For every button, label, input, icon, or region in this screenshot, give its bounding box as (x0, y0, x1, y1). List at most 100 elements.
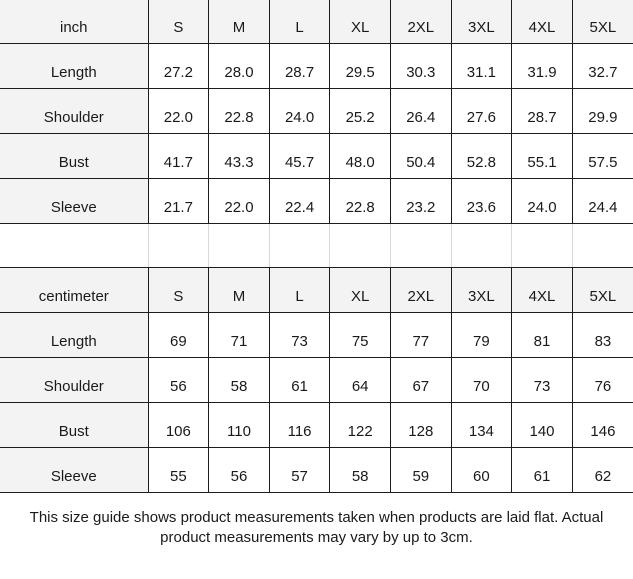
measurement-cell: 55 (147, 446, 210, 493)
measurement-cell: 25.2 (329, 87, 391, 134)
measurement-cell: 140 (511, 401, 573, 448)
measurement-cell: 23.2 (389, 177, 452, 224)
measurement-cell: 28.7 (268, 42, 331, 89)
size-header-cell: 3XL (450, 0, 513, 44)
row-label-cell: Sleeve (0, 177, 149, 224)
measurement-cell: 60 (450, 446, 513, 493)
measurement-cell: 27.2 (147, 42, 210, 89)
size-header-cell: L (268, 0, 331, 44)
measurement-cell: 56 (208, 446, 270, 493)
measurement-cell: 77 (389, 311, 452, 358)
table-row: Bust 41.7 43.3 45.7 48.0 50.4 52.8 55.1 … (0, 132, 633, 179)
spacer-cell (147, 222, 210, 268)
spacer-cell (511, 222, 573, 268)
measurement-cell: 69 (147, 311, 210, 358)
size-header-cell: S (147, 0, 210, 44)
unit-header-cell: centimeter (0, 266, 149, 313)
table-row: Shoulder 56 58 61 64 67 70 73 76 (0, 356, 633, 403)
measurement-cell: 62 (571, 446, 633, 493)
spacer-cell (450, 222, 513, 268)
row-label-cell: Shoulder (0, 87, 149, 134)
measurement-cell: 79 (450, 311, 513, 358)
measurement-cell: 83 (571, 311, 633, 358)
measurement-cell: 110 (208, 401, 270, 448)
footer-note: This size guide shows product measuremen… (29, 508, 604, 546)
table-spacer-row (0, 222, 633, 268)
inch-header-row: inch S M L XL 2XL 3XL 4XL 5XL (0, 0, 633, 44)
measurement-cell: 26.4 (389, 87, 452, 134)
measurement-cell: 31.9 (511, 42, 573, 89)
table-row: Shoulder 22.0 22.8 24.0 25.2 26.4 27.6 2… (0, 87, 633, 134)
measurement-cell: 57 (268, 446, 331, 493)
measurement-cell: 59 (389, 446, 452, 493)
measurement-cell: 22.4 (268, 177, 331, 224)
measurement-cell: 21.7 (147, 177, 210, 224)
measurement-cell: 22.8 (329, 177, 391, 224)
spacer-cell (571, 222, 633, 268)
size-header-cell: 3XL (450, 266, 513, 313)
size-header-cell: 5XL (571, 266, 633, 313)
table-row: Length 27.2 28.0 28.7 29.5 30.3 31.1 31.… (0, 42, 633, 89)
size-header-cell: L (268, 266, 331, 313)
measurement-cell: 31.1 (450, 42, 513, 89)
size-chart-table: inch S M L XL 2XL 3XL 4XL 5XL Length 27.… (0, 0, 633, 493)
measurement-cell: 23.6 (450, 177, 513, 224)
spacer-cell (208, 222, 270, 268)
measurement-cell: 81 (511, 311, 573, 358)
table-row: Sleeve 21.7 22.0 22.4 22.8 23.2 23.6 24.… (0, 177, 633, 224)
measurement-cell: 24.0 (268, 87, 331, 134)
measurement-cell: 116 (268, 401, 331, 448)
row-label-cell: Sleeve (0, 446, 149, 493)
measurement-cell: 56 (147, 356, 210, 403)
size-header-cell: 2XL (389, 0, 452, 44)
measurement-cell: 61 (268, 356, 331, 403)
row-label-cell: Bust (0, 401, 149, 448)
measurement-cell: 28.0 (208, 42, 270, 89)
table-row: Sleeve 55 56 57 58 59 60 61 62 (0, 446, 633, 493)
measurement-cell: 73 (268, 311, 331, 358)
measurement-cell: 41.7 (147, 132, 210, 179)
measurement-cell: 58 (208, 356, 270, 403)
size-header-cell: XL (329, 0, 391, 44)
measurement-cell: 43.3 (208, 132, 270, 179)
measurement-cell: 106 (147, 401, 210, 448)
measurement-cell: 22.0 (147, 87, 210, 134)
unit-header-cell: inch (0, 0, 149, 44)
size-header-cell: S (147, 266, 210, 313)
centimeter-header-row: centimeter S M L XL 2XL 3XL 4XL 5XL (0, 266, 633, 313)
measurement-cell: 146 (571, 401, 633, 448)
row-label-cell: Bust (0, 132, 149, 179)
measurement-cell: 128 (389, 401, 452, 448)
measurement-cell: 71 (208, 311, 270, 358)
measurement-cell: 32.7 (571, 42, 633, 89)
table-row: Bust 106 110 116 122 128 134 140 146 (0, 401, 633, 448)
size-header-cell: XL (329, 266, 391, 313)
measurement-cell: 61 (511, 446, 573, 493)
row-label-cell: Shoulder (0, 356, 149, 403)
measurement-cell: 24.4 (571, 177, 633, 224)
measurement-cell: 22.0 (208, 177, 270, 224)
measurement-cell: 70 (450, 356, 513, 403)
spacer-cell (389, 222, 452, 268)
measurement-cell: 122 (329, 401, 391, 448)
spacer-cell (329, 222, 391, 268)
spacer-cell (268, 222, 331, 268)
measurement-cell: 52.8 (450, 132, 513, 179)
measurement-cell: 27.6 (450, 87, 513, 134)
row-label-cell: Length (0, 311, 149, 358)
size-header-cell: 4XL (511, 0, 573, 44)
measurement-cell: 76 (571, 356, 633, 403)
spacer-cell (0, 222, 149, 268)
measurement-cell: 28.7 (511, 87, 573, 134)
measurement-cell: 134 (450, 401, 513, 448)
table-row: Length 69 71 73 75 77 79 81 83 (0, 311, 633, 358)
size-header-cell: M (208, 0, 270, 44)
measurement-cell: 29.5 (329, 42, 391, 89)
measurement-cell: 57.5 (571, 132, 633, 179)
size-header-cell: M (208, 266, 270, 313)
measurement-cell: 30.3 (389, 42, 452, 89)
measurement-cell: 67 (389, 356, 452, 403)
measurement-cell: 64 (329, 356, 391, 403)
measurement-cell: 48.0 (329, 132, 391, 179)
measurement-cell: 73 (511, 356, 573, 403)
